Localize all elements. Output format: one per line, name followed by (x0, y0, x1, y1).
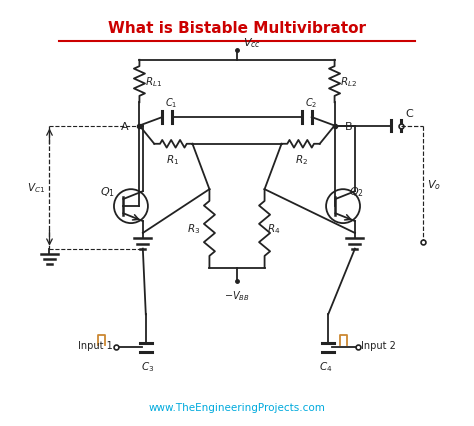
Text: $C_1$: $C_1$ (165, 95, 177, 109)
Text: $R_{L1}$: $R_{L1}$ (145, 75, 162, 89)
Text: A: A (121, 121, 129, 131)
Text: $R_2$: $R_2$ (295, 153, 308, 167)
Text: What is Bistable Multivibrator: What is Bistable Multivibrator (108, 21, 366, 36)
Text: Input 1: Input 1 (78, 340, 113, 351)
Text: $-V_{BB}$: $-V_{BB}$ (224, 288, 250, 302)
Text: $R_3$: $R_3$ (187, 222, 200, 236)
Text: $V_o$: $V_o$ (427, 178, 441, 191)
Text: $V_{C1}$: $V_{C1}$ (27, 181, 45, 195)
Text: $R_4$: $R_4$ (267, 222, 280, 236)
Text: $R_1$: $R_1$ (166, 153, 179, 167)
Text: $C_4$: $C_4$ (319, 360, 333, 373)
Text: $C_3$: $C_3$ (141, 360, 155, 373)
Text: C: C (405, 109, 413, 118)
Text: $Q_2$: $Q_2$ (349, 185, 365, 199)
FancyBboxPatch shape (21, 0, 453, 426)
Text: $R_{L2}$: $R_{L2}$ (340, 75, 357, 89)
Text: $C_2$: $C_2$ (305, 95, 317, 109)
Text: $Q_1$: $Q_1$ (100, 185, 115, 199)
Text: B: B (345, 121, 353, 131)
Text: www.TheEngineeringProjects.com: www.TheEngineeringProjects.com (148, 402, 326, 412)
Text: Input 2: Input 2 (361, 340, 396, 351)
Text: $V_{cc}$: $V_{cc}$ (243, 36, 262, 50)
